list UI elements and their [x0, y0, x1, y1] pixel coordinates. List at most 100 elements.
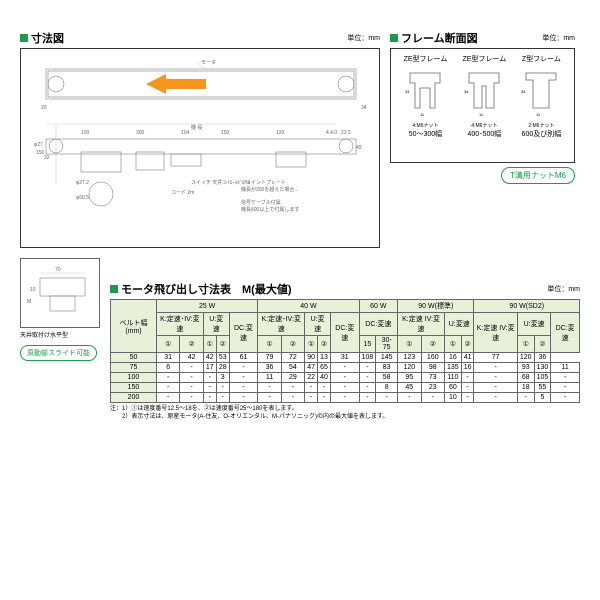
- table-cell: -: [156, 373, 179, 383]
- svg-text:信号ケーブル付属: 信号ケーブル付属: [241, 199, 281, 206]
- svg-text:34: 34: [361, 105, 367, 111]
- svg-text:34: 34: [405, 89, 410, 94]
- table-cell: -: [318, 383, 331, 393]
- table-cell: 47: [305, 363, 318, 373]
- table-cell: -: [331, 373, 360, 383]
- table-cell: 95: [398, 373, 421, 383]
- table-cell: -: [180, 373, 203, 383]
- table-cell: 65: [318, 363, 331, 373]
- dimensions-unit: 単位：mm: [347, 33, 380, 43]
- svg-text:10: 10: [30, 287, 36, 293]
- svg-text:11: 11: [536, 112, 541, 117]
- svg-text:4.4.0: 4.4.0: [326, 130, 337, 136]
- section-marker: [20, 34, 28, 42]
- svg-text:70: 70: [55, 267, 61, 273]
- svg-text:49: 49: [356, 145, 362, 151]
- svg-text:34: 34: [464, 89, 469, 94]
- mounting-caption: 天井取付け水平型: [20, 330, 100, 339]
- table-cell: 22: [305, 373, 318, 383]
- table-cell: -: [474, 373, 517, 383]
- table-unit: 単位：mm: [547, 284, 580, 294]
- table-cell: -: [216, 383, 229, 393]
- table-cell: -: [461, 383, 474, 393]
- table-row-width: 75: [111, 363, 157, 373]
- table-cell: 40: [318, 373, 331, 383]
- table-cell: -: [305, 393, 318, 403]
- table-cell: -: [180, 383, 203, 393]
- svg-text:φ60.5: φ60.5: [76, 195, 89, 201]
- conveyor-svg: モータ 20 34 100 300 104 150: [26, 54, 376, 244]
- table-cell: 36: [258, 363, 281, 373]
- table-cell: -: [229, 383, 258, 393]
- table-cell: 120: [398, 363, 421, 373]
- main-dimension-diagram: モータ 20 34 100 300 104 150: [20, 48, 380, 248]
- table-cell: 5: [534, 393, 551, 403]
- table-cell: 18: [517, 383, 534, 393]
- table-cell: 83: [376, 363, 398, 373]
- svg-text:34: 34: [521, 89, 526, 94]
- section-marker: [390, 34, 398, 42]
- table-cell: -: [180, 393, 203, 403]
- table-cell: -: [461, 393, 474, 403]
- table-cell: 108: [359, 353, 376, 363]
- svg-text:機長が200を越えた場合...: 機長が200を越えた場合...: [241, 186, 299, 193]
- table-cell: -: [229, 373, 258, 383]
- svg-text:150: 150: [36, 150, 45, 156]
- table-cell: 17: [203, 363, 216, 373]
- table-cell: 68: [517, 373, 534, 383]
- table-row-width: 200: [111, 393, 157, 403]
- table-cell: 135: [445, 363, 462, 373]
- table-cell: 16: [461, 363, 474, 373]
- svg-text:機 長: 機 長: [191, 124, 202, 131]
- table-cell: 6: [156, 363, 179, 373]
- table-cell: 11: [551, 363, 580, 373]
- table-cell: 110: [445, 373, 462, 383]
- table-cell: 54: [281, 363, 304, 373]
- table-cell: -: [156, 383, 179, 393]
- table-cell: 28: [216, 363, 229, 373]
- table-cell: -: [359, 373, 376, 383]
- svg-text:100: 100: [81, 130, 90, 136]
- svg-text:11: 11: [479, 112, 484, 117]
- table-cell: 120: [517, 353, 534, 363]
- table-cell: -: [551, 393, 580, 403]
- frame-type-label: ZE型フレーム: [462, 54, 506, 64]
- svg-text:23.5: 23.5: [341, 130, 351, 136]
- svg-text:150: 150: [221, 130, 230, 136]
- table-cell: -: [359, 363, 376, 373]
- svg-text:φ27: φ27: [34, 142, 43, 148]
- frame-width-label: 600及び別幅: [521, 129, 561, 139]
- svg-text:ジョイントプレート: ジョイントプレート: [241, 180, 286, 186]
- slide-badge: 原動部スライド可能: [20, 345, 97, 361]
- table-cell: -: [331, 393, 360, 403]
- section-marker: [110, 285, 118, 293]
- table-cell: 11: [258, 373, 281, 383]
- table-cell: 23: [421, 383, 444, 393]
- table-cell: -: [517, 393, 534, 403]
- frame-width-label: 50～300幅: [404, 129, 448, 139]
- table-cell: 55: [534, 383, 551, 393]
- table-cell: 45: [398, 383, 421, 393]
- table-cell: -: [551, 373, 580, 383]
- svg-text:φ27.2: φ27.2: [76, 180, 89, 186]
- table-cell: 3: [216, 373, 229, 383]
- table-cell: -: [331, 383, 360, 393]
- table-cell: -: [281, 393, 304, 403]
- table-cell: -: [551, 383, 580, 393]
- table-cell: -: [305, 383, 318, 393]
- svg-text:機長600以上で付属します: 機長600以上で付属します: [241, 206, 299, 213]
- svg-text:120: 120: [276, 130, 285, 136]
- table-cell: -: [376, 393, 398, 403]
- table-cell: -: [359, 383, 376, 393]
- svg-text:300: 300: [136, 130, 145, 136]
- table-notes: 注：1）①は速度番号12.5～18を、②は速度番号25～180を表します。 2）…: [110, 406, 580, 422]
- svg-text:32: 32: [44, 155, 50, 161]
- mounting-diagram: 70 10 M: [20, 258, 100, 328]
- svg-text:11: 11: [420, 112, 425, 117]
- table-cell: -: [359, 393, 376, 403]
- svg-text:104: 104: [181, 130, 190, 136]
- table-cell: -: [421, 393, 444, 403]
- svg-text:M: M: [27, 299, 31, 305]
- t-nut-badge: T溝用ナットM6: [501, 167, 575, 184]
- table-cell: 73: [421, 373, 444, 383]
